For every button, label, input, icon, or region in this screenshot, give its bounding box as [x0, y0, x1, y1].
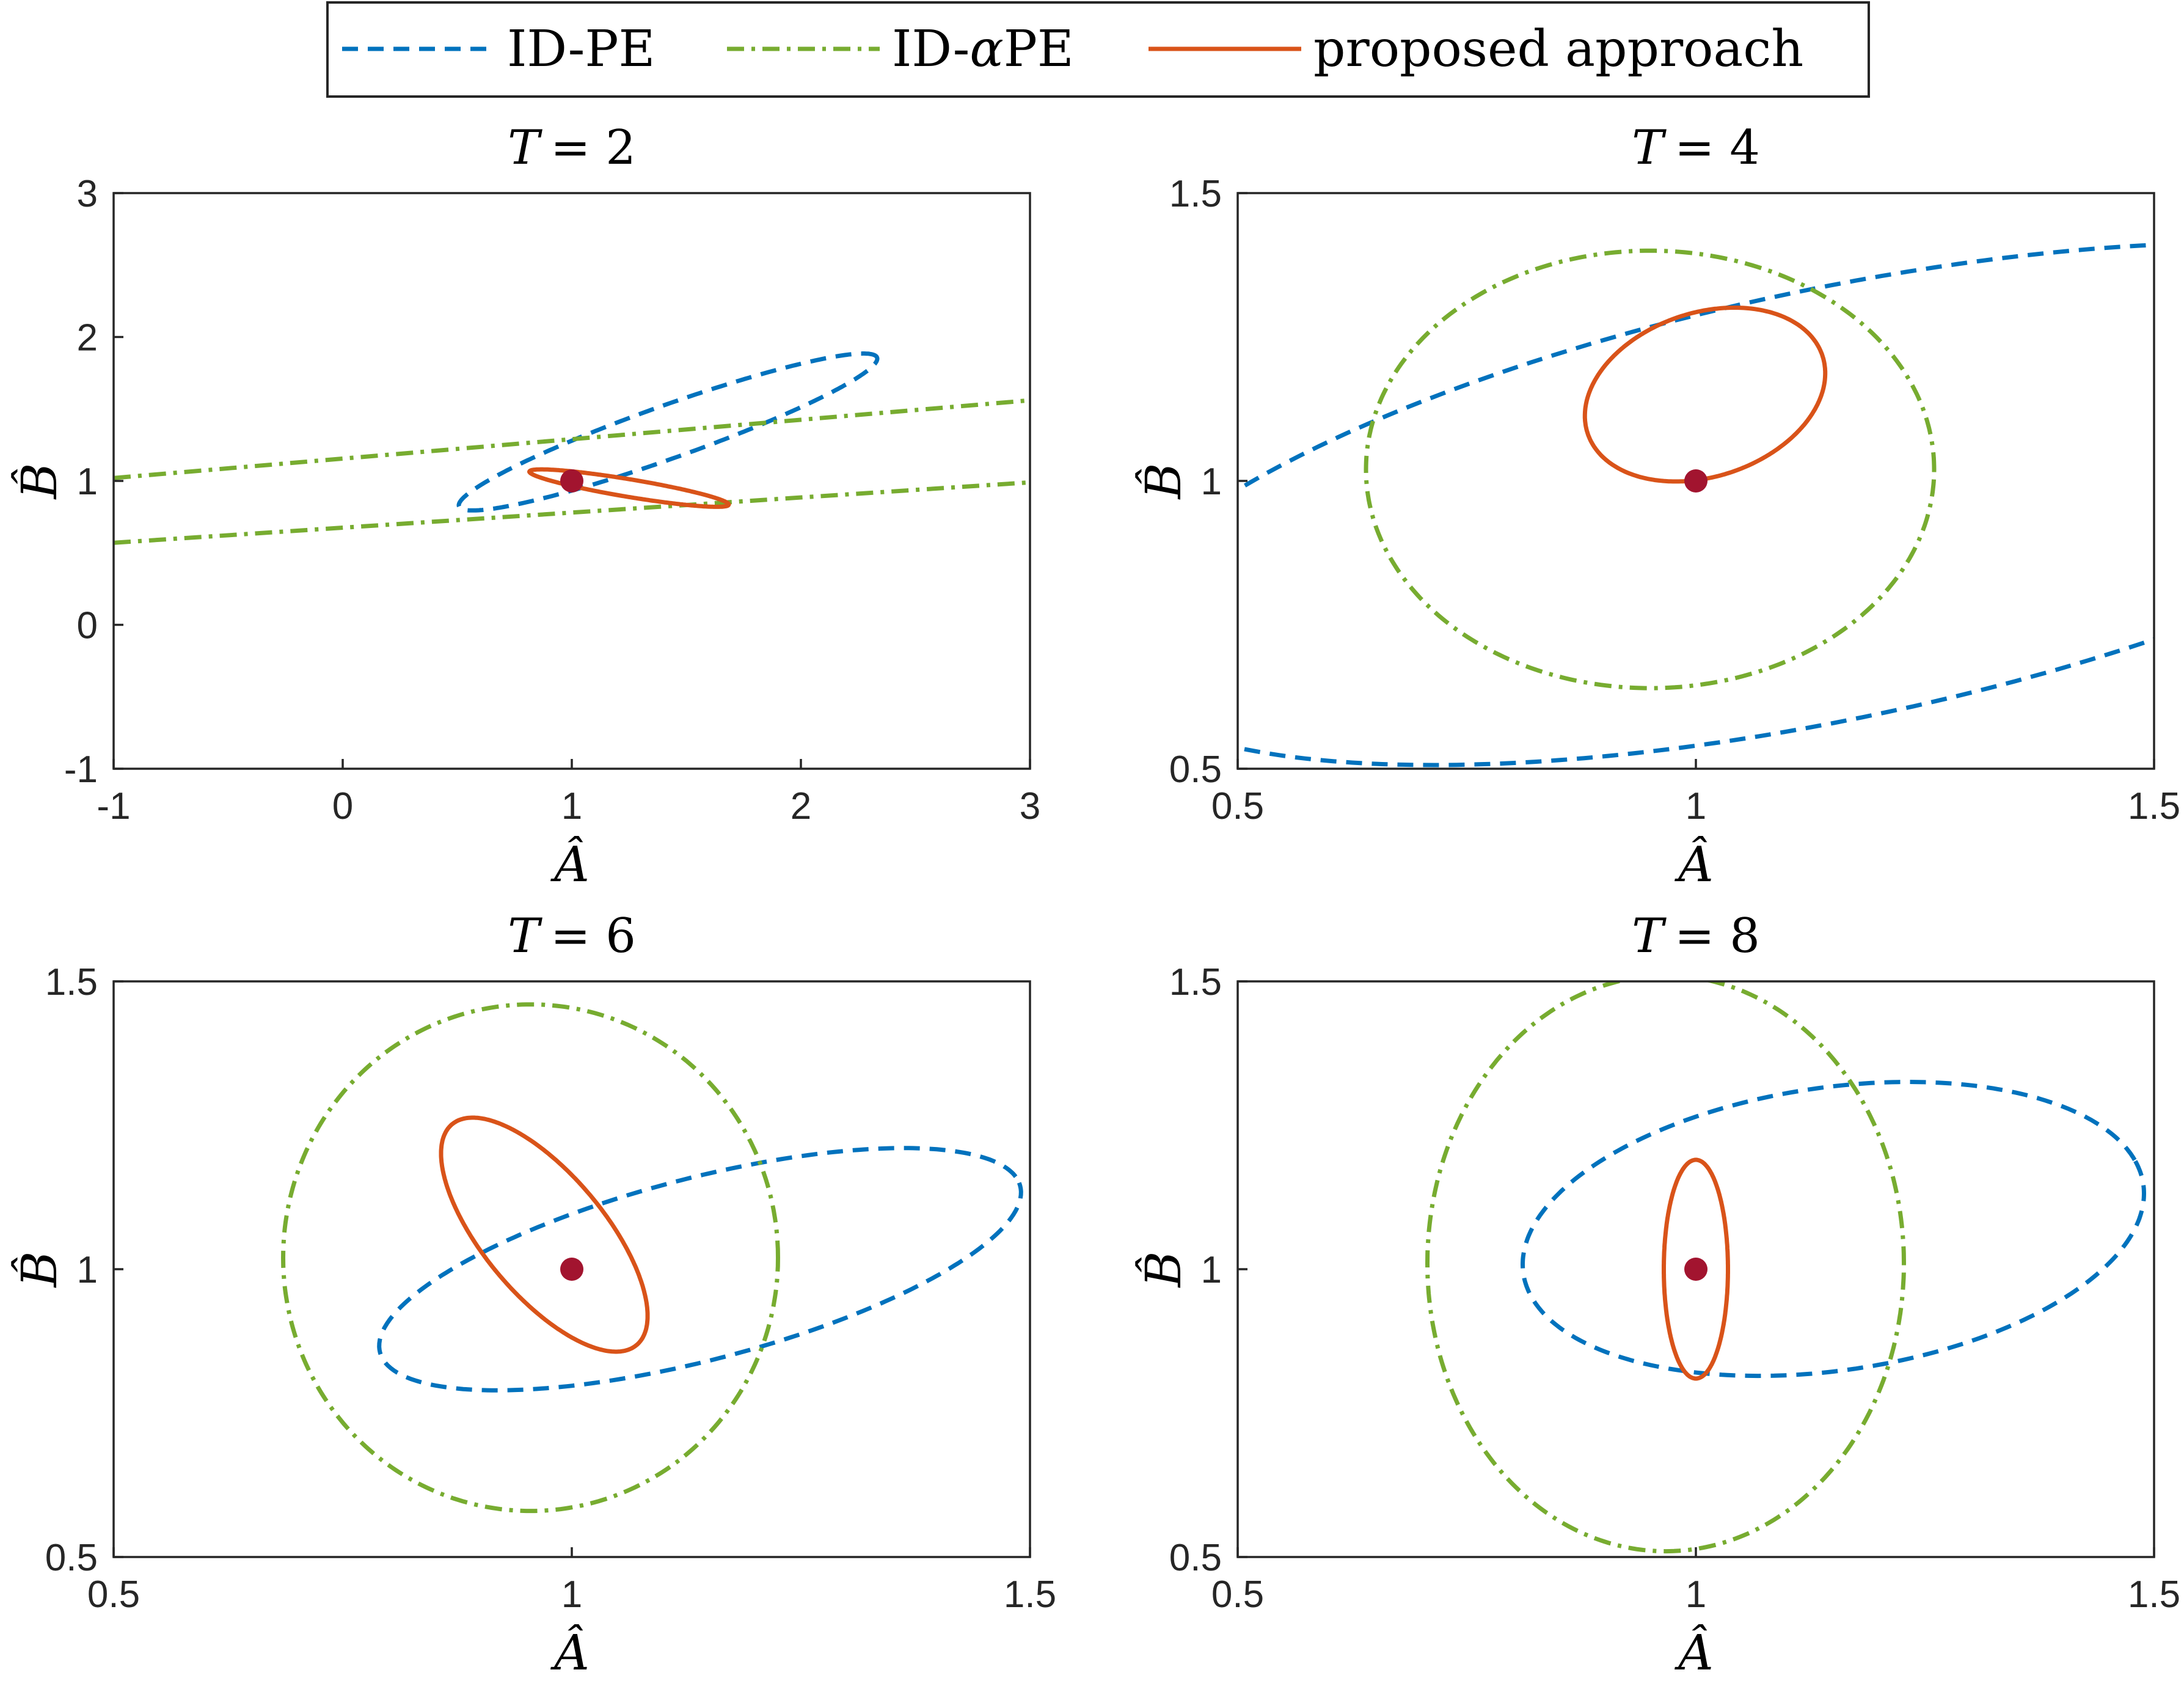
legend-label-alpha-symbol: α: [970, 20, 1003, 78]
subplot-t8-xtick-label-0: 0.5: [1211, 1574, 1264, 1616]
subplot-t2: T = 2 -1 0 1 2 3 -1 0: [10, 120, 1040, 893]
subplot-t8-id-alpha-pe-curve: [1425, 981, 1907, 1554]
subplot-t6-xtick-label-1: 1: [561, 1574, 582, 1616]
subplot-t4-title-var: T: [1632, 120, 1667, 175]
legend: ID-PE ID-αPE proposed approach: [326, 1, 1870, 98]
subplot-t4-ylabel: B̂: [1134, 463, 1192, 500]
subplot-t6-id-pe-curve: [377, 1146, 1023, 1393]
subplot-t2-id-alpha-pe-line-lower: [114, 480, 1030, 545]
subplot-t6-title: T = 6: [508, 909, 636, 964]
subplot-t2-title-eq: = 2: [550, 120, 636, 175]
legend-label-id-alpha-pe-prefix: ID-: [892, 20, 970, 78]
subplot-t8-ytick-label-0: 0.5: [1169, 1537, 1222, 1579]
subplot-t4-title-eq: = 4: [1675, 120, 1760, 175]
subplot-t6-ytick-label-1: 1: [77, 1249, 98, 1291]
subplot-t8-yticks: 0.5 1 1.5: [1169, 961, 1247, 1579]
subplot-t2-title: T = 2: [508, 120, 636, 175]
subplot-t8-title-eq: = 8: [1675, 909, 1760, 964]
subplot-t4-true-point: [1684, 469, 1707, 493]
subplot-t2-ytick-label-3: 2: [77, 317, 98, 359]
subplot-t2-title-var: T: [508, 120, 542, 175]
subplot-t2-xlabel: Â: [550, 835, 590, 893]
subplot-t4-ytick-label-1: 1: [1201, 461, 1222, 503]
subplot-t2-xticks: -1 0 1 2 3: [97, 759, 1040, 827]
subplot-t8-xtick-label-1: 1: [1685, 1574, 1706, 1616]
subplot-t2-xtick-label-0: -1: [97, 785, 130, 827]
subplot-t4-xticks: 0.5 1 1.5: [1211, 759, 2180, 827]
subplot-t6-xtick-label-2: 1.5: [1004, 1574, 1056, 1616]
subplot-t4-proposed-curve: [1582, 306, 1828, 484]
subplot-t4-title: T = 4: [1632, 120, 1760, 175]
subplot-t2-id-pe-curve: [456, 351, 880, 513]
subplot-t6-proposed-curve: [439, 1115, 650, 1354]
subplot-t4-xlabel: Â: [1674, 835, 1714, 893]
subplot-t4-id-pe-curve: [1238, 243, 2154, 768]
subplot-t2-xtick-label-4: 3: [1020, 785, 1040, 827]
subplot-t6-xlabel: Â: [550, 1624, 590, 1681]
subplot-t8-ylabel: B̂: [1134, 1251, 1192, 1289]
subplot-t4-id-alpha-pe-curve: [1364, 248, 1937, 691]
subplot-t8-title: T = 8: [1632, 909, 1760, 964]
subplot-t6-ytick-label-0: 0.5: [45, 1537, 98, 1579]
subplot-t8-ytick-label-1: 1: [1201, 1249, 1222, 1291]
subplot-t8-xticks: 0.5 1 1.5: [1211, 1547, 2180, 1616]
subplot-t8-ytick-label-2: 1.5: [1169, 961, 1222, 1003]
subplot-t2-ytick-label-0: -1: [64, 749, 98, 791]
subplot-t2-xtick-label-1: 0: [332, 785, 353, 827]
subplot-t8-title-var: T: [1632, 909, 1667, 964]
subplot-t6: T = 6 0.5 1 1.5 0.5 1 1.5 Â B̂: [10, 909, 1056, 1681]
subplot-t6-title-var: T: [508, 909, 542, 964]
subplot-t4-ytick-label-0: 0.5: [1169, 749, 1222, 791]
subplot-t6-id-alpha-pe-curve: [280, 1002, 781, 1514]
subplot-t2-ytick-label-1: 0: [77, 605, 98, 647]
subplot-t8-xlabel: Â: [1674, 1624, 1714, 1681]
subplot-t4-xtick-label-2: 1.5: [2128, 785, 2180, 827]
subplot-t8-proposed-curve: [1662, 1157, 1730, 1381]
subplot-t2-proposed-curve: [527, 467, 731, 509]
subplot-t6-title-eq: = 6: [550, 909, 636, 964]
legend-label-id-alpha-pe-suffix: PE: [1004, 20, 1074, 78]
subplot-t6-xticks: 0.5 1 1.5: [87, 1547, 1056, 1616]
legend-box: [326, 1, 1870, 98]
subplot-t4-xtick-label-1: 1: [1685, 785, 1706, 827]
subplot-t2-xtick-label-3: 2: [791, 785, 811, 827]
subplot-t2-id-alpha-pe-line-upper: [114, 398, 1030, 480]
subplot-t4-yticks: 0.5 1 1.5: [1169, 173, 1247, 791]
subplot-t6-ylabel: B̂: [10, 1251, 68, 1289]
subplot-t8-id-pe-curve: [1520, 1079, 2147, 1379]
subplot-t8-true-point: [1684, 1258, 1707, 1281]
subplot-t6-yticks: 0.5 1 1.5: [45, 961, 123, 1579]
subplot-t4: T = 4 0.5 1 1.5 0.5 1 1.5 Â B̂: [1134, 120, 2180, 893]
subplot-t6-true-point: [560, 1258, 583, 1281]
legend-label-proposed: proposed approach: [1313, 20, 1803, 78]
subplot-t6-ytick-label-2: 1.5: [45, 961, 98, 1003]
subplot-t4-xtick-label-0: 0.5: [1211, 785, 1264, 827]
subplot-t2-xtick-label-2: 1: [561, 785, 582, 827]
subplot-t2-yticks: -1 0 1 2 3: [64, 173, 123, 791]
legend-label-id-alpha-pe: ID-αPE: [892, 20, 1074, 78]
subplot-t4-ytick-label-2: 1.5: [1169, 173, 1222, 215]
subplot-t6-xtick-label-0: 0.5: [87, 1574, 140, 1616]
legend-label-id-pe: ID-PE: [507, 20, 655, 78]
subplot-t2-ylabel: B̂: [10, 463, 68, 500]
subplot-t8: T = 8 0.5 1 1.5 0.5 1 1.5 Â B̂: [1134, 909, 2180, 1681]
subplot-t2-ytick-label-2: 1: [77, 461, 98, 503]
subplot-t2-ytick-label-4: 3: [77, 173, 98, 215]
subplot-t8-xtick-label-2: 1.5: [2128, 1574, 2180, 1616]
subplot-t2-true-point: [560, 469, 583, 493]
